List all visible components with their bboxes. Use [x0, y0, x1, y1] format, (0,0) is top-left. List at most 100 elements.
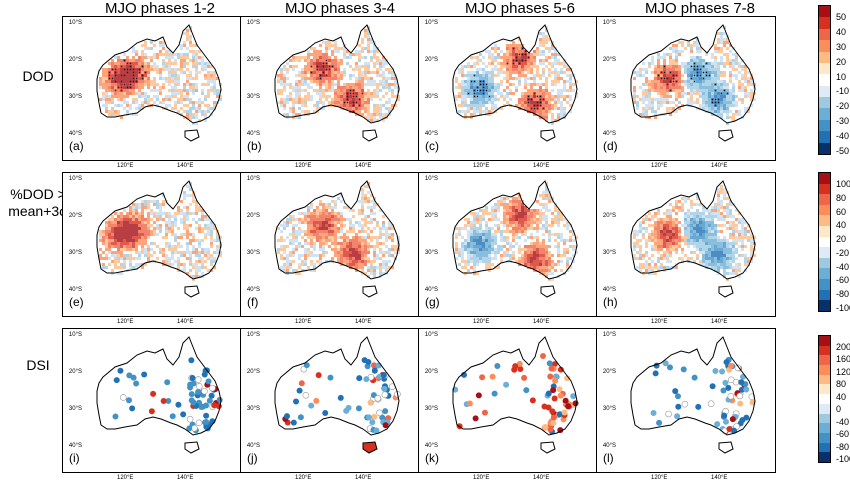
grid-cell — [340, 242, 343, 245]
grid-cell — [470, 104, 473, 107]
grid-cell — [325, 86, 328, 89]
grid-cell — [687, 239, 690, 242]
grid-cell — [645, 77, 648, 80]
grid-cell — [639, 224, 642, 227]
grid-cell — [313, 230, 316, 233]
grid-cell — [102, 98, 105, 101]
grid-cell — [491, 233, 494, 236]
grid-cell — [548, 245, 551, 248]
grid-cell — [174, 107, 177, 110]
grid-cell — [470, 77, 473, 80]
grid-cell — [488, 101, 491, 104]
significance-stipple — [471, 81, 472, 82]
grid-cell — [660, 92, 663, 95]
grid-cell — [660, 230, 663, 233]
significance-stipple — [667, 78, 668, 79]
grid-cell — [545, 227, 548, 230]
grid-cell — [180, 62, 183, 65]
grid-cell — [340, 74, 343, 77]
grid-cell — [657, 224, 660, 227]
significance-stipple — [531, 108, 532, 109]
grid-cell — [343, 89, 346, 92]
grid-cell — [337, 218, 340, 221]
grid-cell — [307, 218, 310, 221]
grid-cell — [370, 98, 373, 101]
grid-cell — [174, 236, 177, 239]
grid-cell — [307, 71, 310, 74]
grid-cell — [141, 92, 144, 95]
significance-stipple — [703, 72, 704, 73]
grid-cell — [385, 260, 388, 263]
grid-cell — [711, 242, 714, 245]
grid-cell — [123, 233, 126, 236]
grid-cell — [491, 86, 494, 89]
grid-cell — [141, 248, 144, 251]
grid-cell — [488, 263, 491, 266]
grid-cell — [696, 242, 699, 245]
grid-cell — [711, 92, 714, 95]
colorbar-tick-label: 40 — [836, 28, 846, 37]
grid-cell — [536, 224, 539, 227]
colorbar-segment — [819, 63, 830, 74]
grid-cell — [720, 185, 723, 188]
grid-cell — [461, 98, 464, 101]
grid-cell — [147, 257, 150, 260]
grid-cell — [379, 257, 382, 260]
grid-cell — [135, 86, 138, 89]
grid-cell — [747, 239, 750, 242]
grid-cell — [542, 113, 545, 116]
grid-cell — [126, 74, 129, 77]
grid-cell — [542, 206, 545, 209]
grid-cell — [207, 251, 210, 254]
grid-cell — [105, 104, 108, 107]
grid-cell — [470, 236, 473, 239]
grid-cell — [334, 47, 337, 50]
grid-cell — [485, 95, 488, 98]
grid-cell — [355, 80, 358, 83]
grid-cell — [473, 77, 476, 80]
grid-cell — [506, 77, 509, 80]
grid-cell — [669, 77, 672, 80]
grid-cell — [298, 89, 301, 92]
grid-cell — [150, 41, 153, 44]
grid-cell — [527, 59, 530, 62]
significance-stipple — [124, 69, 125, 70]
grid-cell — [515, 47, 518, 50]
grid-cell — [527, 92, 530, 95]
grid-cell — [195, 206, 198, 209]
grid-cell — [343, 224, 346, 227]
grid-cell — [690, 251, 693, 254]
grid-cell — [367, 92, 370, 95]
grid-cell — [569, 236, 572, 239]
grid-cell — [382, 104, 385, 107]
grid-cell — [192, 92, 195, 95]
grid-cell — [120, 116, 123, 119]
grid-cell — [286, 257, 289, 260]
grid-cell — [542, 44, 545, 47]
grid-cell — [488, 83, 491, 86]
grid-cell — [675, 245, 678, 248]
grid-cell — [379, 233, 382, 236]
grid-cell — [467, 251, 470, 254]
grid-cell — [204, 113, 207, 116]
grid-cell — [479, 59, 482, 62]
grid-cell — [720, 113, 723, 116]
grid-cell — [114, 77, 117, 80]
significance-stipple — [543, 99, 544, 100]
grid-cell — [506, 92, 509, 95]
grid-cell — [467, 74, 470, 77]
grid-cell — [289, 86, 292, 89]
grid-cell — [334, 248, 337, 251]
grid-cell — [660, 56, 663, 59]
grid-cell — [464, 113, 467, 116]
grid-cell — [729, 236, 732, 239]
grid-cell — [551, 212, 554, 215]
grid-cell — [159, 203, 162, 206]
grid-cell — [675, 77, 678, 80]
grid-cell — [346, 248, 349, 251]
grid-cell — [183, 254, 186, 257]
grid-cell — [183, 263, 186, 266]
grid-cell — [563, 71, 566, 74]
grid-cell — [138, 89, 141, 92]
grid-cell — [174, 74, 177, 77]
